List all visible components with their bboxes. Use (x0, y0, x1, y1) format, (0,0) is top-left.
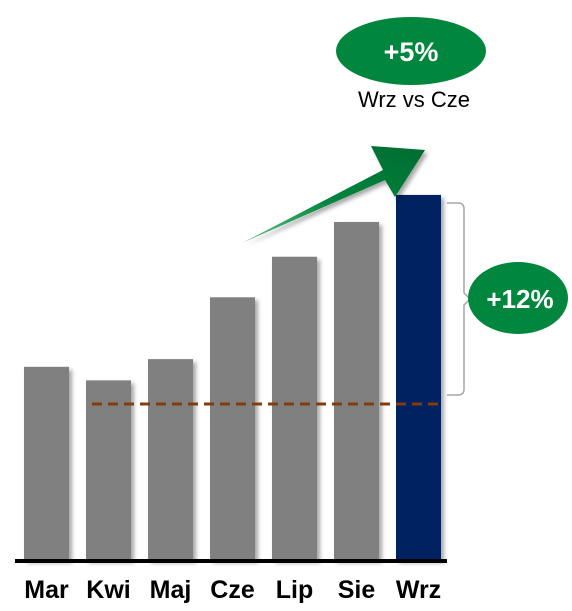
month-growth-caption: Wrz vs Cze (358, 87, 470, 112)
category-label-sie: Sie (338, 576, 376, 604)
total-growth-badge: +12% (468, 262, 568, 334)
category-label-kwi: Kwi (86, 576, 130, 604)
category-labels: Mar Kwi Maj Cze Lip Sie Wrz (24, 576, 441, 604)
category-label-mar: Mar (24, 576, 69, 604)
month-growth-ellipse (336, 17, 486, 85)
bar-lip (272, 256, 317, 560)
category-label-cze: Cze (210, 576, 255, 604)
bar-mar (24, 366, 69, 560)
bar-maj (148, 359, 193, 560)
total-growth-value: +12% (486, 284, 553, 314)
category-label-maj: Maj (150, 576, 192, 604)
trend-arrow-icon (242, 146, 425, 243)
bar-wrz (396, 194, 441, 560)
bars-group (24, 194, 441, 560)
bar-sie (334, 221, 379, 560)
month-growth-badge: +5% (336, 17, 486, 85)
category-label-wrz: Wrz (396, 576, 441, 604)
growth-bracket (447, 202, 472, 396)
category-label-lip: Lip (276, 576, 314, 604)
month-growth-value: +5% (384, 37, 439, 67)
bar-cze (210, 297, 255, 560)
bar-kwi (86, 380, 131, 560)
total-growth-ellipse (468, 262, 568, 334)
